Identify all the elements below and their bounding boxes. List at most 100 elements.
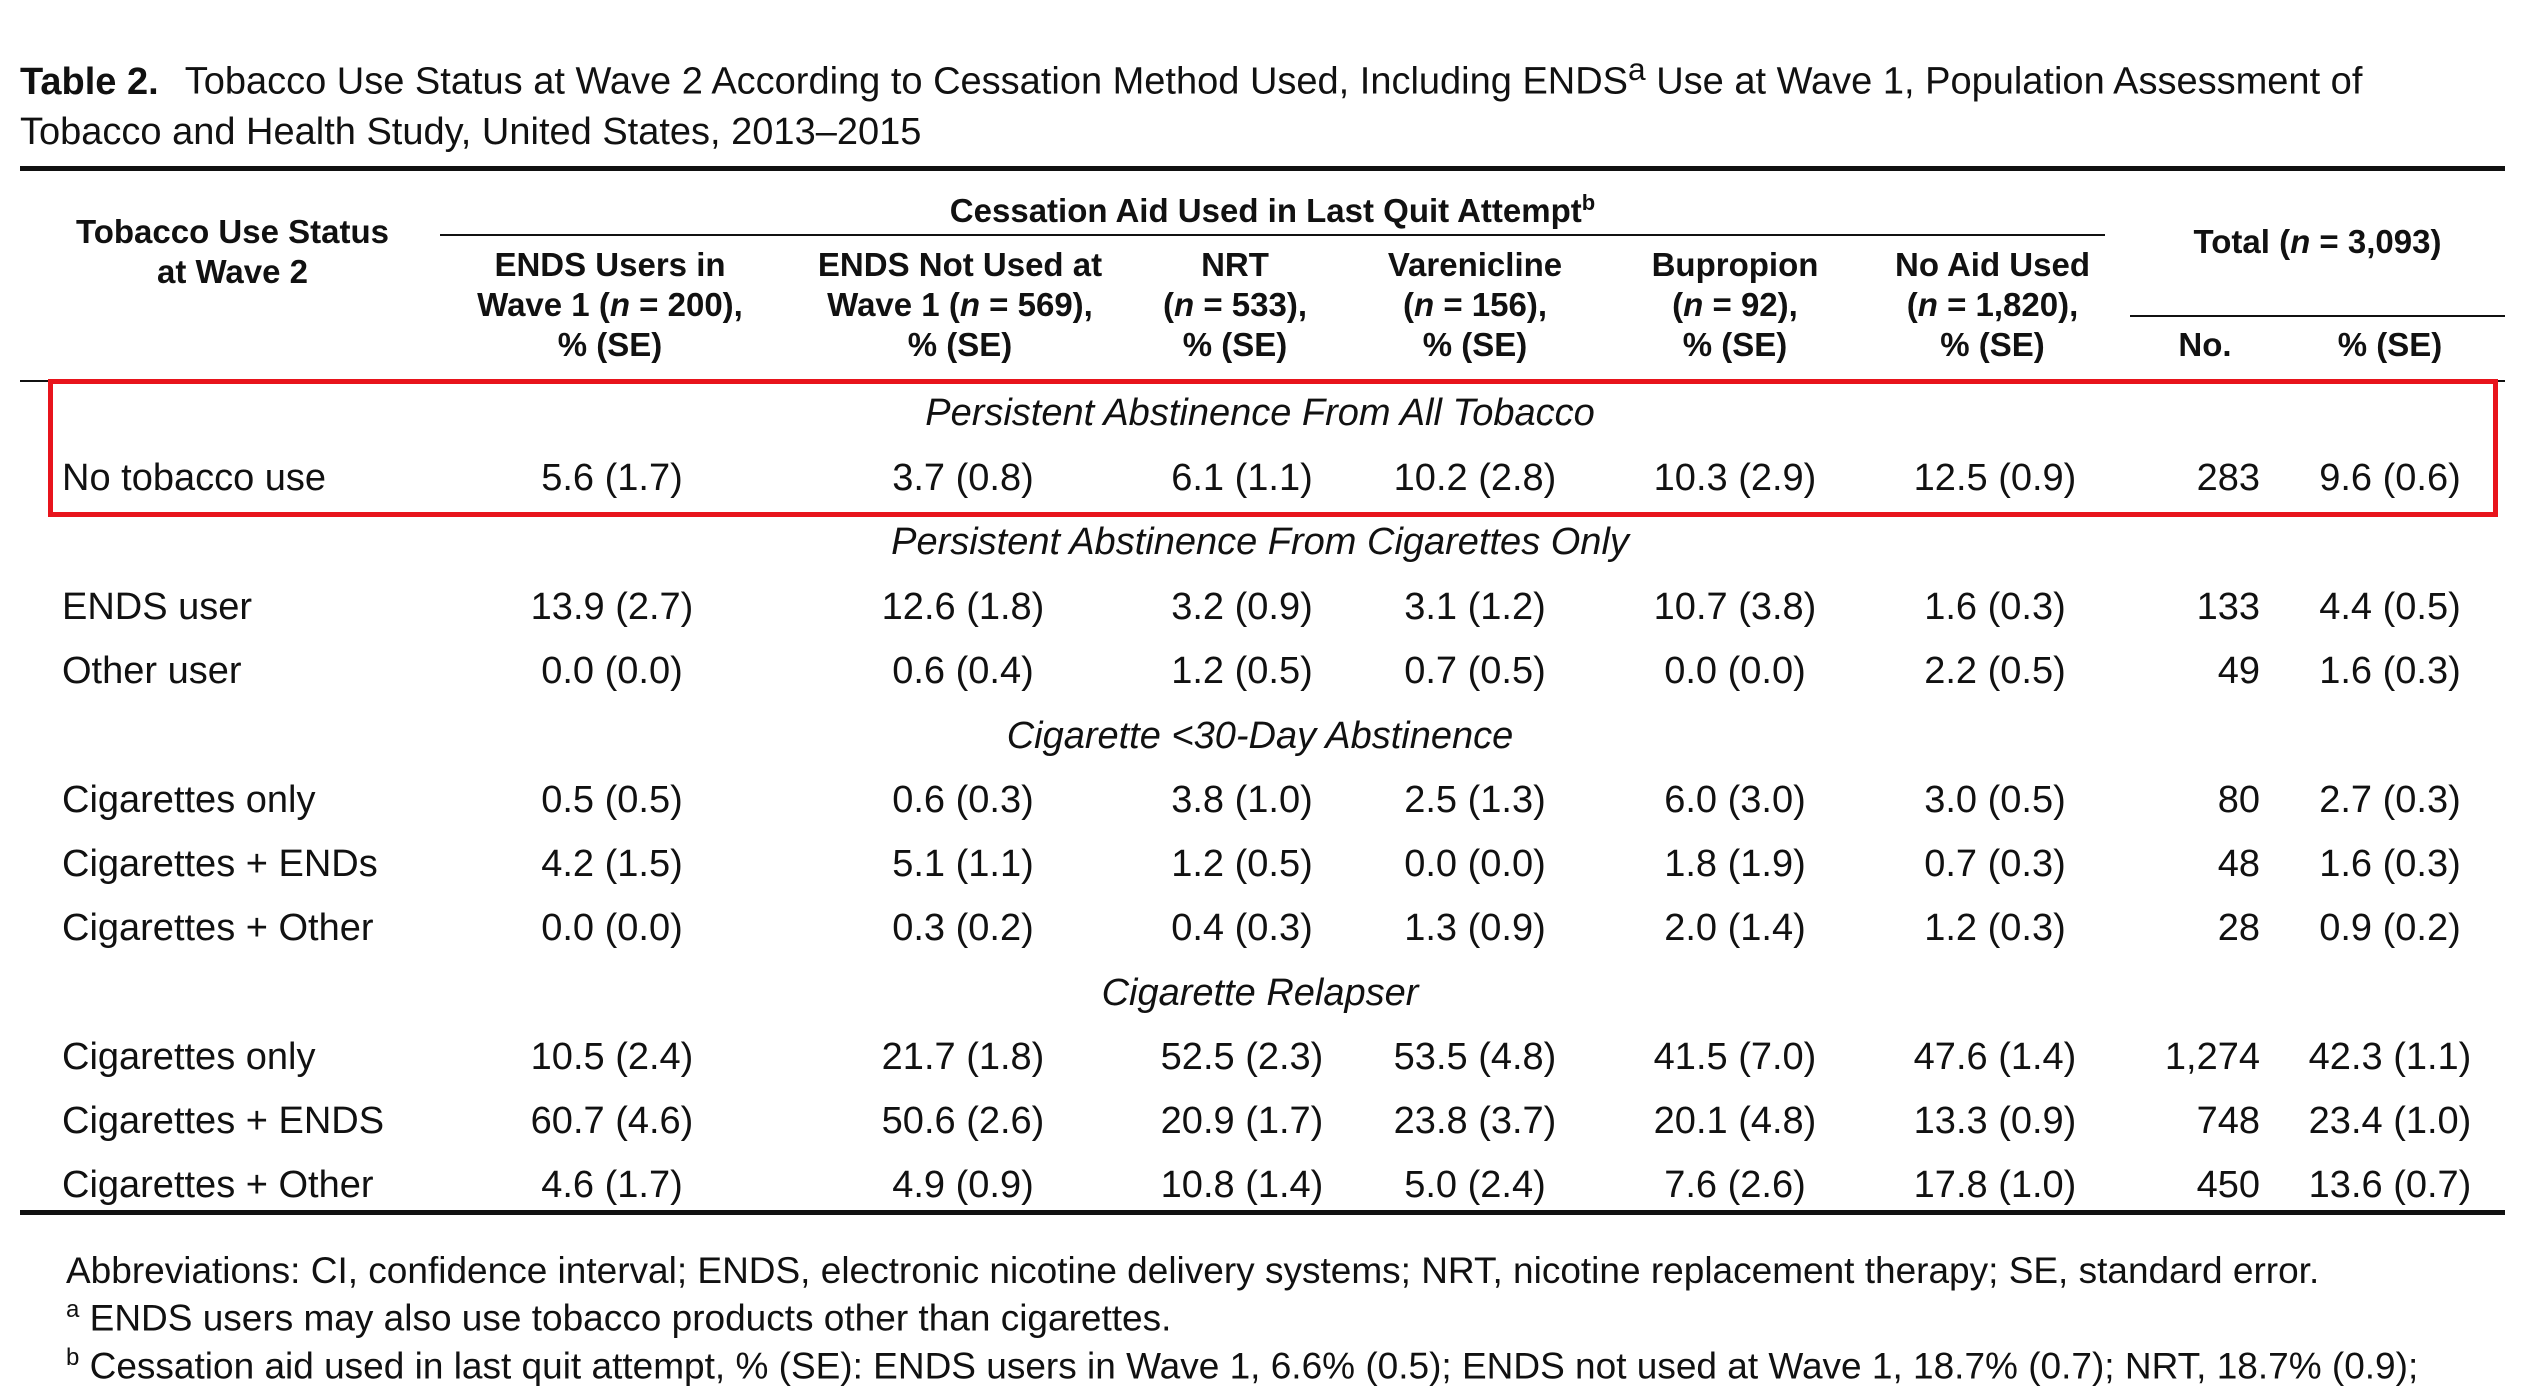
status-header: Tobacco Use Status at Wave 2 [30, 212, 435, 292]
table-cell: 52.5 (2.3) [1160, 1036, 1324, 1078]
total-pct-cell: 42.3 (1.1) [2308, 1036, 2472, 1078]
table-cell: 1.2 (0.5) [1171, 650, 1313, 692]
table-cell: 2.0 (1.4) [1664, 907, 1806, 949]
table-cell: 6.0 (3.0) [1664, 779, 1806, 821]
row-label: Cigarettes + ENDS [62, 1100, 385, 1142]
table-cell: 5.6 (1.7) [541, 457, 683, 499]
table-cell: 0.0 (0.0) [541, 650, 683, 692]
footnote-abbreviations: Abbreviations: CI, confidence interval; … [66, 1250, 2320, 1291]
table-cell: 0.6 (0.3) [892, 779, 1034, 821]
table-cell: 7.6 (2.6) [1664, 1164, 1806, 1206]
total-pct-cell: 1.6 (0.3) [2319, 650, 2461, 692]
table-cell: 10.7 (3.8) [1653, 586, 1817, 628]
group-header-footnote-mark: b [1581, 190, 1596, 215]
row-label: Cigarettes only [62, 1036, 316, 1078]
table-cell: 0.0 (0.0) [1664, 650, 1806, 692]
table-cell: 1.3 (0.9) [1404, 907, 1546, 949]
table-cell: 2.5 (1.3) [1404, 779, 1546, 821]
row-label: Cigarettes + ENDs [62, 843, 378, 885]
col-header-total-pct: % (SE) [2337, 326, 2443, 363]
table-cell: 4.6 (1.7) [541, 1164, 683, 1206]
table-cell: 13.9 (2.7) [530, 586, 694, 628]
status-header-line2: at Wave 2 [156, 253, 308, 290]
col-header-total: Total (n = 3,093) [2193, 223, 2442, 260]
row-label: Cigarettes only [62, 779, 316, 821]
table-cell: 0.0 (0.0) [1404, 843, 1546, 885]
table-cell: 5.0 (2.4) [1404, 1164, 1546, 1206]
bottom-rule [20, 1210, 2505, 1215]
section-title: Cigarette <30-Day Abstinence [1006, 715, 1514, 757]
footnote-b: b Cessation aid used in last quit attemp… [66, 1344, 2419, 1387]
table-cell: 4.2 (1.5) [541, 843, 683, 885]
total-pct-cell: 9.6 (0.6) [2319, 457, 2461, 499]
table-cell: 20.1 (4.8) [1653, 1100, 1817, 1142]
highlight-box [48, 379, 2498, 517]
total-pct-cell: 2.7 (0.3) [2319, 779, 2461, 821]
table-cell: 0.4 (0.3) [1171, 907, 1313, 949]
status-header-line1: Tobacco Use Status [76, 213, 389, 250]
group-header: Cessation Aid Used in Last Quit Attemptb [440, 183, 2105, 231]
table-cell: 12.6 (1.8) [881, 586, 1045, 628]
table-cell: 3.7 (0.8) [892, 457, 1034, 499]
caption-text-continued: Use at Wave 1, Population Assessment of … [20, 60, 2363, 153]
table-cell: 47.6 (1.4) [1913, 1036, 2077, 1078]
col-header-no-aid: No Aid Used (n = 1,820), % (SE) [1895, 246, 2090, 363]
total-count-cell: 49 [2217, 650, 2260, 692]
total-count-cell: 80 [2217, 779, 2260, 821]
section-title: Persistent Abstinence From Cigarettes On… [891, 521, 1629, 563]
table-cell: 0.7 (0.3) [1924, 843, 2066, 885]
group-header-title: Cessation Aid Used in Last Quit Attempt [949, 192, 1582, 229]
total-pct-cell: 0.9 (0.2) [2319, 907, 2461, 949]
table-cell: 5.1 (1.1) [892, 843, 1034, 885]
table-cell: 3.1 (1.2) [1404, 586, 1546, 628]
table-cell: 0.5 (0.5) [541, 779, 683, 821]
table-cell: 1.6 (0.3) [1924, 586, 2066, 628]
table-cell: 3.8 (1.0) [1171, 779, 1313, 821]
caption-footnote-mark: a [1628, 51, 1646, 87]
total-count-cell: 450 [2196, 1164, 2260, 1206]
footnote-a: a ENDS users may also use tobacco produc… [66, 1296, 1172, 1339]
table-cell: 3.2 (0.9) [1171, 586, 1313, 628]
table-cell: 50.6 (2.6) [881, 1100, 1045, 1142]
row-label: Cigarettes + Other [62, 1164, 374, 1206]
group-rule [440, 234, 2105, 236]
total-pct-cell: 23.4 (1.0) [2308, 1100, 2472, 1142]
col-header-nrt: NRT (n = 533), % (SE) [1163, 246, 1307, 363]
table-cell: 0.6 (0.4) [892, 650, 1034, 692]
total-count-cell: 748 [2196, 1100, 2260, 1142]
table-cell: 0.7 (0.5) [1404, 650, 1546, 692]
total-pct-cell: 4.4 (0.5) [2319, 586, 2461, 628]
table-cell: 21.7 (1.8) [881, 1036, 1045, 1078]
table-cell: 60.7 (4.6) [530, 1100, 694, 1142]
table-cell: 1.2 (0.3) [1924, 907, 2066, 949]
section-title: Persistent Abstinence From All Tobacco [925, 392, 1595, 434]
total-count-cell: 1,274 [2164, 1036, 2260, 1078]
table-cell: 1.2 (0.5) [1171, 843, 1313, 885]
section-title: Cigarette Relapser [1101, 972, 1419, 1014]
table-cell: 1.8 (1.9) [1664, 843, 1806, 885]
table-cell: 41.5 (7.0) [1653, 1036, 1817, 1078]
col-header-bupropion: Bupropion (n = 92), % (SE) [1651, 246, 1819, 363]
total-count-cell: 28 [2217, 907, 2260, 949]
col-header-varenicline: Varenicline (n = 156), % (SE) [1387, 246, 1563, 363]
table-cell: 23.8 (3.7) [1393, 1100, 1557, 1142]
total-count-cell: 283 [2196, 457, 2260, 499]
caption-text: Tobacco Use Status at Wave 2 According t… [184, 60, 1629, 103]
table-cell: 2.2 (0.5) [1924, 650, 2066, 692]
table-cell: 10.5 (2.4) [530, 1036, 694, 1078]
table-cell: 0.3 (0.2) [892, 907, 1034, 949]
table-cell: 53.5 (4.8) [1393, 1036, 1557, 1078]
table-cell: 10.3 (2.9) [1653, 457, 1817, 499]
total-pct-cell: 1.6 (0.3) [2319, 843, 2461, 885]
table-cell: 0.0 (0.0) [541, 907, 683, 949]
table-cell: 6.1 (1.1) [1171, 457, 1313, 499]
table-cell: 10.8 (1.4) [1160, 1164, 1324, 1206]
total-count-cell: 48 [2217, 843, 2260, 885]
table-cell: 10.2 (2.8) [1393, 457, 1557, 499]
total-count-cell: 133 [2196, 586, 2260, 628]
table-cell: 3.0 (0.5) [1924, 779, 2066, 821]
table-cell: 17.8 (1.0) [1913, 1164, 2077, 1206]
table-cell: 12.5 (0.9) [1913, 457, 2077, 499]
col-header-ends-users: ENDS Users in Wave 1 (n = 200), % (SE) [477, 246, 743, 363]
row-label: Cigarettes + Other [62, 907, 374, 949]
